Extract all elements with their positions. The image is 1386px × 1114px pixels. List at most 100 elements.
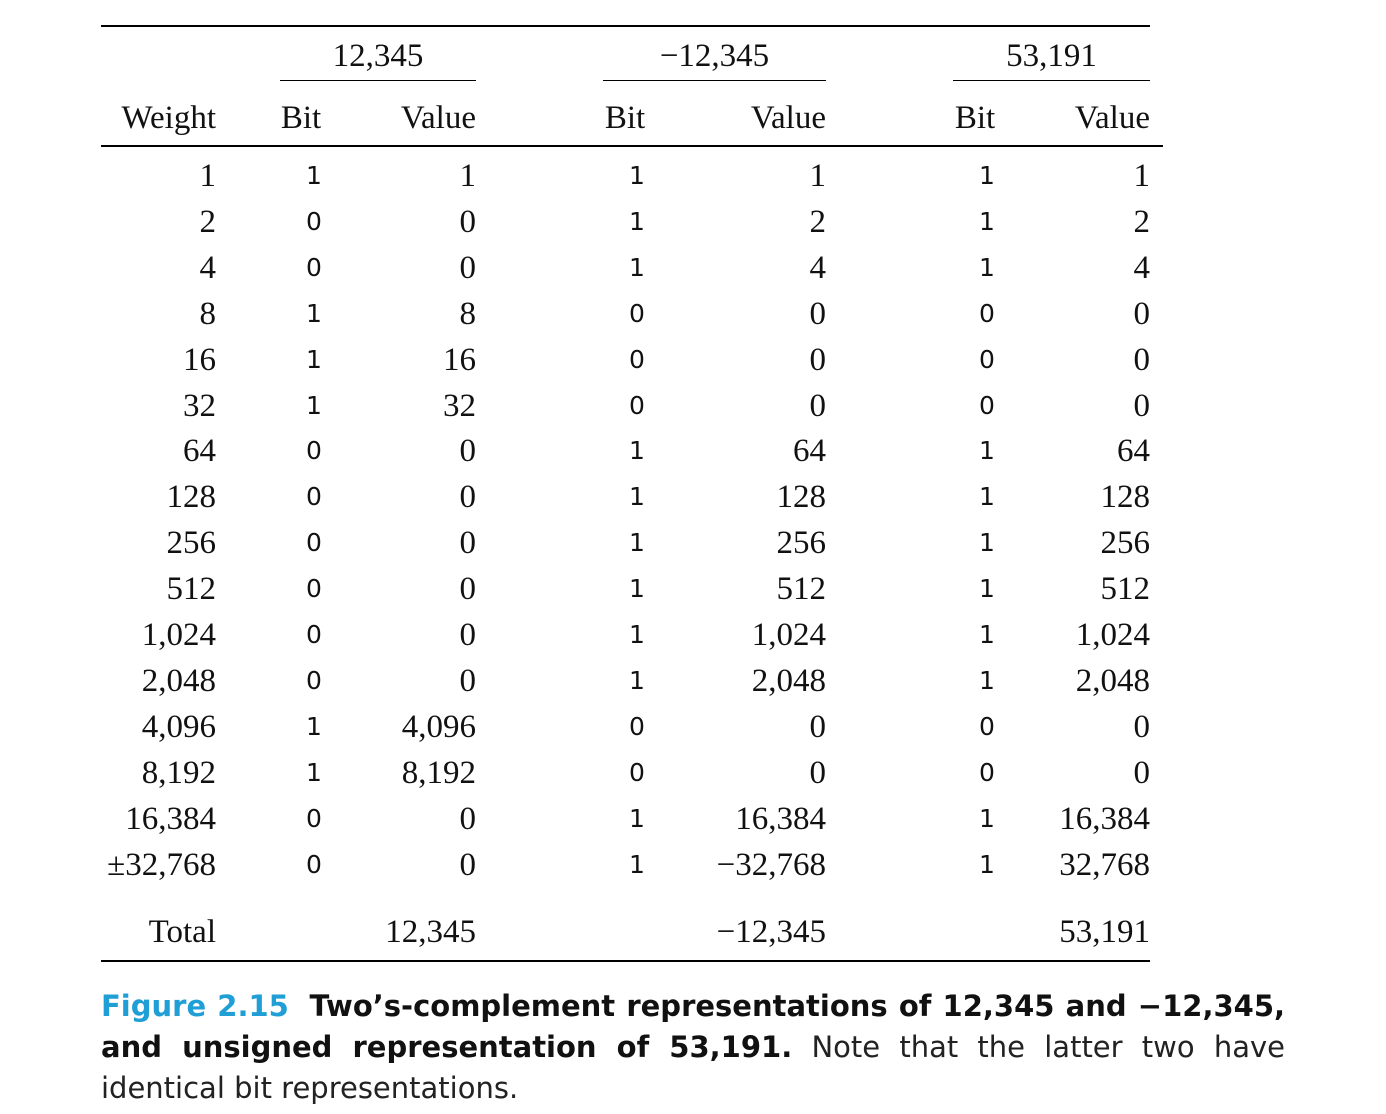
cell-bit-neg12345: 0 (629, 391, 645, 420)
cell-bit-53191: 1 (979, 253, 995, 282)
cell-bit-12345: 0 (306, 850, 322, 879)
cell-weight: 128 (166, 479, 217, 515)
cell-bit-53191: 1 (979, 620, 995, 649)
total-value-12345: 12,345 (385, 914, 476, 950)
cell-bit-neg12345: 1 (629, 207, 645, 236)
cell-value-53191: 2 (1133, 204, 1151, 240)
cell-value-neg12345: 128 (776, 479, 827, 515)
column-header-bit-2: Bit (604, 100, 646, 136)
cell-bit-12345: 1 (306, 391, 322, 420)
column-header-value-3: Value (1074, 100, 1150, 136)
cell-value-neg12345: 64 (793, 433, 826, 469)
group-header-53191: 53,191 (1006, 38, 1097, 74)
cell-value-12345: 8 (459, 296, 477, 332)
cell-bit-12345: 0 (306, 436, 322, 465)
cell-value-neg12345: 2,048 (751, 663, 826, 699)
cell-value-12345: 0 (459, 847, 477, 883)
cell-value-neg12345: 16,384 (735, 801, 826, 837)
cell-bit-53191: 1 (979, 528, 995, 557)
cell-bit-53191: 0 (979, 758, 995, 787)
cell-weight: 8 (199, 296, 217, 332)
cell-value-53191: 32,768 (1059, 847, 1150, 883)
cell-value-12345: 0 (459, 571, 477, 607)
cell-bit-12345: 0 (306, 666, 322, 695)
cell-weight: 16 (183, 342, 216, 378)
cell-bit-53191: 1 (979, 161, 995, 190)
cell-bit-12345: 0 (306, 574, 322, 603)
cell-value-neg12345: 0 (809, 296, 827, 332)
cell-weight: 2 (199, 204, 217, 240)
cell-value-53191: 0 (1133, 296, 1151, 332)
cell-value-neg12345: 1,024 (751, 617, 826, 653)
column-header-weight: Weight (121, 100, 217, 136)
cell-value-neg12345: 512 (776, 571, 827, 607)
cell-bit-53191: 0 (979, 345, 995, 374)
cell-weight: 256 (166, 525, 217, 561)
cell-value-12345: 0 (459, 204, 477, 240)
group-rule-neg12345 (603, 80, 826, 81)
cell-weight: 1 (199, 158, 217, 194)
cell-value-53191: 0 (1133, 388, 1151, 424)
column-header-bit-3: Bit (954, 100, 996, 136)
column-header-value-2: Value (750, 100, 826, 136)
cell-value-53191: 256 (1100, 525, 1151, 561)
cell-value-12345: 16 (443, 342, 476, 378)
cell-bit-neg12345: 1 (629, 161, 645, 190)
cell-value-neg12345: 4 (809, 250, 827, 286)
caption-text: Note that the latter two have identical … (101, 1030, 1285, 1105)
cell-bit-12345: 0 (306, 207, 322, 236)
cell-bit-12345: 1 (306, 299, 322, 328)
cell-bit-12345: 1 (306, 161, 322, 190)
table-bottom-rule (101, 960, 1150, 962)
cell-weight: 16,384 (125, 801, 216, 837)
cell-bit-53191: 0 (979, 299, 995, 328)
column-header-value-1: Value (400, 100, 476, 136)
cell-value-53191: 1 (1133, 158, 1151, 194)
cell-bit-12345: 0 (306, 528, 322, 557)
cell-weight: 64 (183, 433, 216, 469)
cell-value-neg12345: −32,768 (716, 847, 826, 883)
cell-bit-53191: 1 (979, 436, 995, 465)
cell-bit-12345: 1 (306, 712, 322, 741)
cell-value-12345: 4,096 (401, 709, 476, 745)
cell-value-53191: 1,024 (1075, 617, 1150, 653)
cell-value-neg12345: 2 (809, 204, 827, 240)
cell-value-neg12345: 256 (776, 525, 827, 561)
cell-bit-neg12345: 0 (629, 758, 645, 787)
cell-value-12345: 0 (459, 801, 477, 837)
cell-value-53191: 4 (1133, 250, 1151, 286)
cell-weight: 32 (183, 388, 216, 424)
cell-weight: 1,024 (141, 617, 216, 653)
cell-value-12345: 0 (459, 479, 477, 515)
cell-bit-12345: 0 (306, 482, 322, 511)
cell-value-53191: 0 (1133, 709, 1151, 745)
cell-bit-neg12345: 1 (629, 528, 645, 557)
cell-value-53191: 0 (1133, 342, 1151, 378)
cell-bit-12345: 0 (306, 253, 322, 282)
cell-bit-53191: 1 (979, 850, 995, 879)
cell-bit-53191: 1 (979, 574, 995, 603)
total-label: Total (148, 914, 216, 950)
cell-bit-neg12345: 1 (629, 666, 645, 695)
cell-value-12345: 1 (459, 158, 477, 194)
cell-weight: 512 (166, 571, 217, 607)
cell-weight: ±32,768 (107, 847, 216, 883)
cell-bit-neg12345: 1 (629, 574, 645, 603)
cell-value-12345: 0 (459, 525, 477, 561)
cell-bit-neg12345: 1 (629, 850, 645, 879)
total-value-53191: 53,191 (1059, 914, 1150, 950)
cell-value-neg12345: 0 (809, 755, 827, 791)
cell-bit-neg12345: 0 (629, 345, 645, 374)
group-rule-12345 (280, 80, 476, 81)
cell-value-53191: 16,384 (1059, 801, 1150, 837)
cell-bit-12345: 0 (306, 620, 322, 649)
cell-value-12345: 8,192 (401, 755, 476, 791)
cell-weight: 8,192 (141, 755, 216, 791)
cell-value-12345: 32 (443, 388, 476, 424)
cell-bit-neg12345: 1 (629, 804, 645, 833)
table-top-rule (101, 25, 1150, 27)
cell-bit-neg12345: 0 (629, 299, 645, 328)
cell-value-53191: 512 (1100, 571, 1151, 607)
total-value-neg12345: −12,345 (716, 914, 826, 950)
cell-value-12345: 0 (459, 433, 477, 469)
